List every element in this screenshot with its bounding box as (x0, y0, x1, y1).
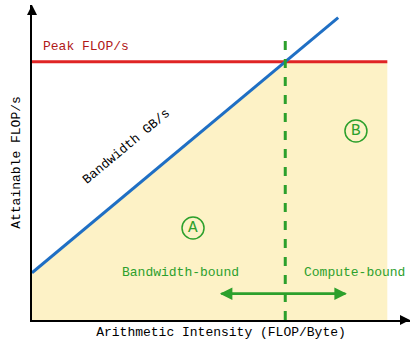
svg-text:Compute-bound: Compute-bound (304, 265, 405, 280)
svg-text:B: B (351, 122, 361, 140)
svg-text:Bandwidth GB/s: Bandwidth GB/s (80, 106, 174, 187)
svg-text:Arithmetic Intensity (FLOP/Byt: Arithmetic Intensity (FLOP/Byte) (96, 325, 346, 340)
svg-text:Bandwidth-bound: Bandwidth-bound (122, 265, 239, 280)
svg-text:Attainable FLOP/s: Attainable FLOP/s (9, 96, 24, 229)
svg-text:Peak FLOP/s: Peak FLOP/s (43, 39, 129, 54)
svg-text:A: A (188, 219, 198, 237)
